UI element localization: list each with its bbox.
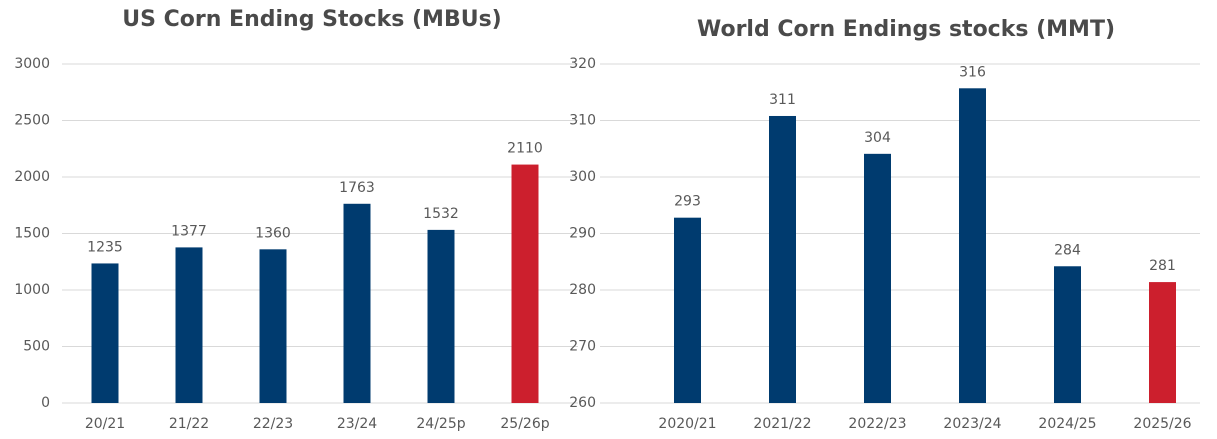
y-tick-label: 500 (23, 339, 50, 355)
y-tick-label: 1000 (14, 282, 50, 298)
y-tick-label: 2500 (14, 113, 50, 129)
data-label: 1235 (87, 239, 123, 255)
y-tick-label: 280 (569, 282, 596, 298)
bar (91, 263, 119, 403)
y-tick-label: 320 (569, 56, 596, 72)
x-tick-label: 25/26p (500, 416, 549, 432)
x-tick-label: 23/24 (337, 416, 377, 432)
y-tick-label: 290 (569, 226, 596, 242)
data-label: 1360 (255, 225, 291, 241)
x-tick-label: 22/23 (253, 416, 293, 432)
data-label: 1377 (171, 223, 207, 239)
x-tick-label: 20/21 (85, 416, 125, 432)
y-tick-label: 1500 (14, 226, 50, 242)
data-label: 293 (674, 194, 701, 210)
chart-title: World Corn Endings stocks (MMT) (697, 17, 1115, 42)
data-label: 1763 (339, 180, 375, 196)
bar (959, 88, 986, 404)
data-label: 316 (959, 64, 986, 80)
bar (343, 203, 371, 403)
x-tick-label: 24/25p (416, 416, 465, 432)
x-tick-label: 2021/22 (753, 416, 811, 432)
y-tick-label: 0 (41, 395, 50, 411)
chart-title: US Corn Ending Stocks (MBUs) (122, 7, 501, 32)
bar (427, 229, 455, 403)
bar (864, 153, 891, 403)
y-tick-label: 2000 (14, 169, 50, 185)
data-label: 281 (1149, 258, 1176, 274)
data-label: 2110 (507, 141, 543, 157)
bar (259, 249, 287, 403)
data-label: 284 (1054, 242, 1081, 258)
bar (511, 164, 539, 403)
bar (1149, 282, 1176, 403)
x-tick-label: 2022/23 (848, 416, 906, 432)
x-tick-label: 2025/26 (1133, 416, 1191, 432)
data-label: 1532 (423, 206, 459, 222)
y-tick-label: 260 (569, 395, 596, 411)
y-tick-label: 310 (569, 113, 596, 129)
bar (175, 247, 203, 403)
y-tick-label: 270 (569, 339, 596, 355)
x-tick-label: 2020/21 (658, 416, 716, 432)
y-tick-label: 300 (569, 169, 596, 185)
bar (769, 115, 796, 403)
data-label: 304 (864, 130, 891, 146)
x-tick-label: 21/22 (169, 416, 209, 432)
bar (674, 217, 701, 403)
x-tick-label: 2023/24 (943, 416, 1001, 432)
bar (1054, 266, 1081, 403)
data-label: 311 (769, 92, 796, 108)
x-tick-label: 2024/25 (1038, 416, 1096, 432)
y-tick-label: 3000 (14, 56, 50, 72)
